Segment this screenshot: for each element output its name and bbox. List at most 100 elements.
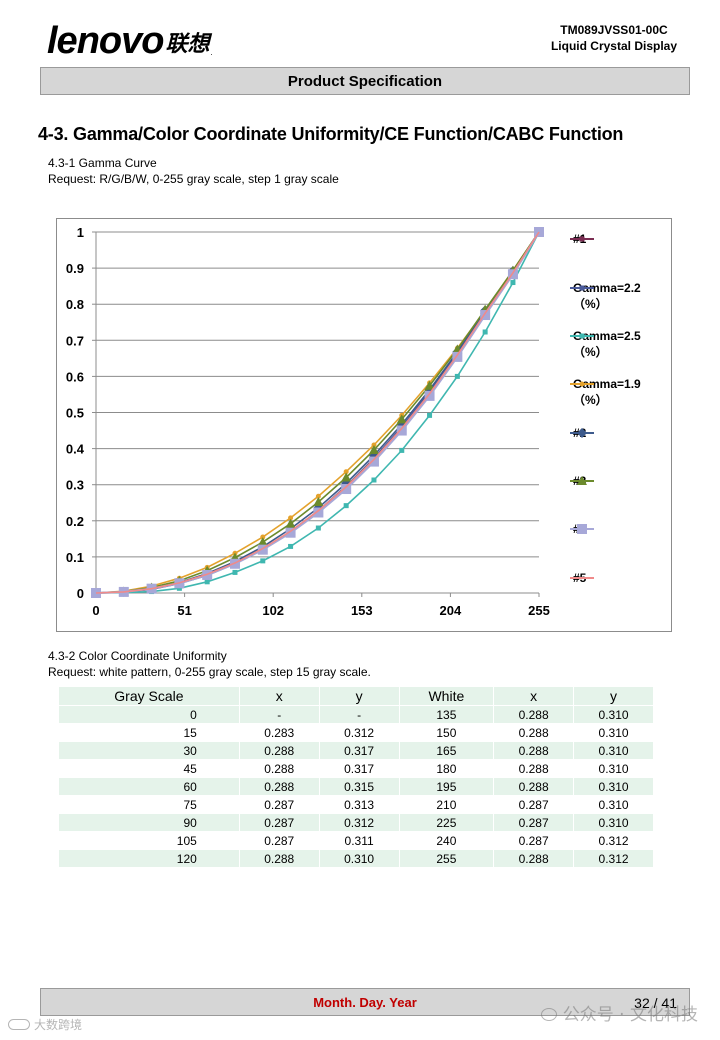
gamma-heading: 4.3-1 Gamma Curve (48, 156, 157, 170)
spec-header-title: Product Specification (287, 72, 443, 90)
watermark-left: 大数跨境 (8, 1016, 82, 1033)
table-cell: 0.317 (318, 759, 400, 778)
table-cell: 0.310 (573, 705, 654, 724)
table-cell: 120 (58, 849, 240, 868)
y-tick-label: 0.4 (66, 442, 85, 457)
table-cell: 0.287 (493, 813, 575, 832)
legend-item: #1 (569, 231, 673, 247)
table-cell: 0.288 (493, 759, 575, 778)
y-tick-label: 0.1 (66, 550, 84, 565)
legend-item: Gamma=2.2（%） (569, 280, 673, 312)
table-cell: 0 (58, 705, 240, 724)
series-3-point (343, 503, 349, 509)
color-coordinate-table: Gray Scale x y White x y 0- -135 0.288 0.31… (58, 686, 654, 868)
legend-label: Gamma=2.2（%） (573, 281, 641, 311)
legend-swatch (570, 577, 594, 579)
legend-item: Gamma=2.5（%） (569, 328, 673, 360)
series-4-point (260, 534, 266, 540)
legend-swatch (570, 524, 594, 534)
y-tick-label: 0 (77, 586, 84, 601)
table-cell: 195 (398, 777, 495, 796)
x-tick-label: 51 (177, 603, 191, 618)
series-7-point (257, 544, 268, 555)
lenovo-logo: lenovo 联想 . (47, 22, 213, 60)
col-header: Gray Scale (58, 686, 240, 706)
table-row: 75 0.287 0.313 210 0.287 0.310 (58, 795, 654, 814)
table-cell: 30 (58, 741, 240, 760)
table-row: 90 0.287 0.312 225 0.287 0.310 (58, 813, 654, 832)
table-cell: 0.312 (318, 813, 400, 832)
legend-item: Gamma=1.9（%） (569, 376, 673, 408)
col-header: White (398, 686, 495, 706)
x-tick-label: 255 (528, 603, 550, 618)
logo-dot: . (210, 48, 213, 57)
x-tick-label: 153 (351, 603, 373, 618)
logo-cn-text: 联想 (165, 32, 210, 57)
table-cell: 0.287 (493, 795, 575, 814)
table-cell: 135 (398, 705, 495, 724)
doc-number: TM089JVSS01-00C (560, 23, 668, 37)
table-cell: 150 (398, 723, 495, 742)
series-6-point (424, 380, 435, 390)
table-cell: 255 (398, 849, 495, 868)
table-cell: 210 (398, 795, 495, 814)
footer-date: Month. Day. Year (313, 995, 417, 1010)
section-title: 4-3. Gamma/Color Coordinate Uniformity/C… (38, 124, 624, 144)
table-cell: 15 (58, 723, 240, 742)
series-4-point (288, 515, 294, 521)
y-tick-label: 0.8 (66, 297, 84, 312)
series-7-point (313, 507, 324, 518)
table-cell: 0.288 (493, 777, 575, 796)
table-cell: 165 (398, 741, 495, 760)
table-row: 30 0.288 0.317 165 0.288 0.310 (58, 741, 654, 760)
table-cell: 240 (398, 831, 495, 850)
table-cell: 90 (58, 813, 240, 832)
table-cell: 0.310 (573, 741, 654, 760)
table-cell: 0.310 (573, 813, 654, 832)
table-row: 105 0.287 0.311 240 0.287 0.312 (58, 831, 654, 850)
series-line-8 (95, 231, 540, 594)
y-tick-label: 0.5 (66, 406, 84, 421)
table-cell: 0.287 (493, 831, 575, 850)
series-3-point (176, 585, 182, 591)
table-cell: 0.315 (318, 777, 400, 796)
series-3-point (510, 280, 516, 286)
gamma-chart: 0 0.1 0.2 0.3 0.4 0.5 0.6 0.7 0.8 0.9 1 0 51 102 153 20… (56, 218, 672, 632)
legend-swatch (570, 381, 594, 387)
series-7-point (368, 456, 379, 467)
series-3-point (454, 373, 460, 379)
series-6-point (396, 414, 407, 424)
cc-heading: 4.3-2 Color Coordinate Uniformity (48, 649, 227, 663)
series-3-point (232, 569, 238, 575)
page-number: 32 / 41 (634, 995, 677, 1011)
table-cell: 0.317 (318, 741, 400, 760)
table-cell: 0.312 (573, 831, 654, 850)
table-cell: 75 (58, 795, 240, 814)
table-header-row: Gray Scale x y White x y (58, 686, 654, 706)
cc-request: Request: white pattern, 0-255 gray scale… (48, 665, 371, 679)
table-cell: 0.288 (493, 723, 575, 742)
series-6-point (257, 537, 268, 547)
table-cell: 0.288 (238, 759, 320, 778)
document-id-block: TM089JVSS01-00C Liquid Crystal Display (551, 22, 677, 54)
legend-item: #3 (569, 473, 673, 489)
legend-label: Gamma=1.9（%） (573, 377, 641, 407)
col-header: x (493, 686, 575, 706)
table-cell: 0.313 (318, 795, 400, 814)
series-6-point (341, 472, 352, 482)
table-cell: 0.310 (573, 777, 654, 796)
watermark-left-text: 大数跨境 (34, 1018, 83, 1032)
table-cell: 0.287 (238, 813, 320, 832)
series-3-point (204, 579, 210, 585)
y-tick-label: 0.9 (66, 261, 84, 276)
table-cell: 105 (58, 831, 240, 850)
series-7-point (507, 269, 518, 280)
series-3-point (260, 558, 266, 564)
legend-swatch (570, 428, 594, 438)
series-4-point (343, 469, 349, 475)
legend-label: Gamma=2.5（%） (573, 329, 641, 359)
series-6-point (285, 518, 296, 528)
table-cell: 225 (398, 813, 495, 832)
table-row: 45 0.288 0.317 180 0.288 0.310 (58, 759, 654, 778)
table-cell: 0.311 (318, 831, 400, 850)
